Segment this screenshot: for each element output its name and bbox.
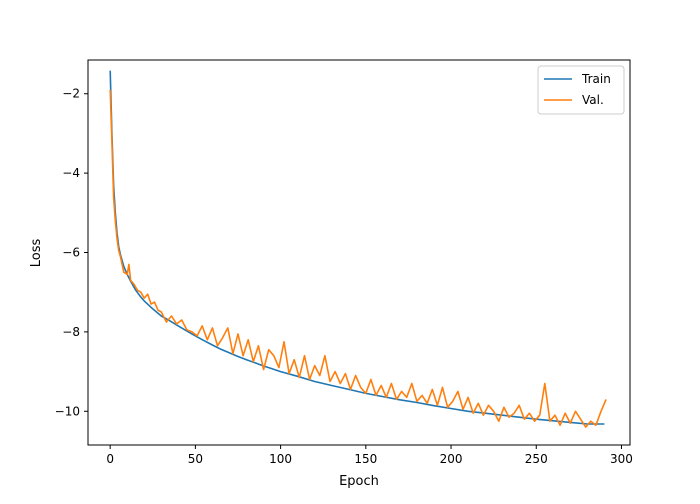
y-axis: −10 −8 −6 −4 −2 (55, 87, 88, 418)
y-tick-label: −10 (55, 404, 80, 418)
x-axis-label: Epoch (339, 474, 379, 489)
legend-label-train: Train (581, 72, 611, 86)
series-line-train (109, 70, 605, 425)
x-axis: 0 50 100 150 200 250 300 (106, 445, 633, 466)
plot-area-frame (87, 59, 631, 446)
x-tick-label: 200 (440, 452, 463, 466)
y-axis-label: Loss (29, 239, 44, 268)
x-tick-label: 300 (610, 452, 633, 466)
x-tick-label: 0 (106, 452, 114, 466)
y-tick-label: −6 (62, 246, 80, 260)
legend: Train Val. (537, 65, 625, 115)
x-tick-label: 150 (354, 452, 377, 466)
legend-box (537, 65, 625, 115)
y-tick-label: −4 (62, 166, 80, 180)
series-line-val (109, 89, 607, 428)
y-tick-label: −2 (62, 87, 80, 101)
series-layer (109, 70, 607, 428)
x-tick-label: 250 (525, 452, 548, 466)
legend-label-val: Val. (582, 93, 604, 107)
x-tick-label: 100 (269, 452, 292, 466)
x-tick-label: 50 (188, 452, 203, 466)
y-tick-label: −8 (62, 325, 80, 339)
